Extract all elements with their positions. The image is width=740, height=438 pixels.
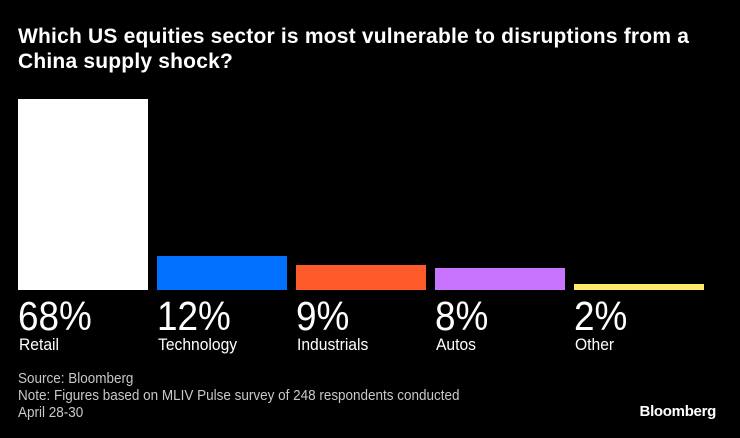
- chart-title: Which US equities sector is most vulnera…: [18, 25, 690, 73]
- source-text: Source: Bloomberg: [18, 371, 134, 387]
- bar-retail: [18, 99, 148, 290]
- category-label: Technology: [158, 335, 238, 354]
- bar-industrials: [296, 264, 426, 290]
- bloomberg-logo: Bloomberg: [639, 403, 717, 420]
- value-label: 2%: [574, 293, 628, 339]
- bar-technology: [157, 256, 287, 290]
- value-label: 12%: [157, 293, 231, 339]
- bar-other: [574, 284, 704, 290]
- category-label: Retail: [19, 335, 59, 354]
- bar-chart: 68% Retail 12% Technology 9% Industrials 8% Aut…: [18, 99, 704, 354]
- value-label: 68%: [18, 293, 92, 339]
- note-text-2: April 28-30: [18, 405, 84, 421]
- value-label: 8%: [435, 293, 489, 339]
- category-label: Autos: [436, 335, 477, 354]
- category-label: Industrials: [297, 335, 369, 354]
- bar-autos: [435, 267, 565, 290]
- category-label: Other: [575, 335, 615, 354]
- value-label: 9%: [296, 293, 350, 339]
- chart-footer: Source: Bloomberg Note: Figures based on…: [18, 371, 460, 422]
- note-text: Note: Figures based on MLIV Pulse survey…: [18, 388, 460, 404]
